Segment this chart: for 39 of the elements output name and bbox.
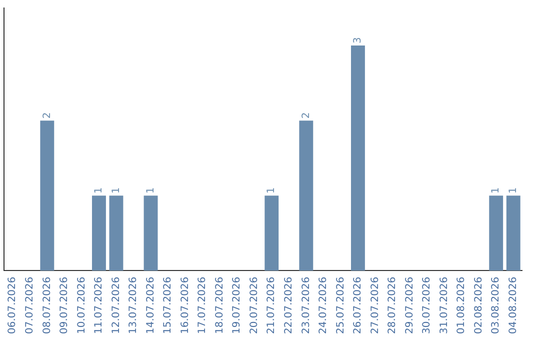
x-tick-label: 09.07.2026: [59, 276, 70, 334]
data-label: 1: [145, 187, 156, 194]
x-tick-label: 03.08.2026: [490, 276, 502, 334]
data-label: 2: [42, 112, 53, 119]
data-label: 1: [110, 187, 122, 194]
data-label: 1: [490, 187, 502, 194]
x-tick-label: 31.07.2026: [438, 276, 450, 334]
x-tick-label: 25.07.2026: [335, 276, 346, 334]
x-tick-label: 23.07.2026: [300, 276, 312, 334]
x-tick-label: 29.07.2026: [404, 276, 416, 334]
x-tick-label: 12.07.2026: [110, 276, 122, 334]
x-tick-label: 02.08.2026: [473, 276, 484, 334]
x-tick-label: 28.07.2026: [387, 276, 398, 334]
x-tick-label: 21.07.2026: [266, 276, 278, 334]
data-label: 1: [94, 187, 105, 194]
x-tick-label: 16.07.2026: [180, 276, 191, 334]
x-tick-label: 14.07.2026: [145, 276, 156, 334]
x-tick-label: 06.07.2026: [7, 276, 18, 334]
data-label: 1: [266, 187, 278, 194]
x-tick-label: 22.07.2026: [283, 276, 294, 334]
data-label: 3: [352, 37, 364, 44]
x-tick-label: 20.07.2026: [248, 276, 260, 334]
x-tick-label: 08.07.2026: [42, 276, 53, 334]
x-tick-label: 07.07.2026: [24, 276, 36, 334]
x-tick-label: 27.07.2026: [370, 276, 381, 334]
x-tick-label: 30.07.2026: [422, 276, 433, 334]
x-tick-label: 24.07.2026: [318, 276, 330, 334]
x-tick-label: 18.07.2026: [214, 276, 226, 334]
x-tick-label: 10.07.2026: [76, 276, 88, 334]
x-tick-label: 13.07.2026: [128, 276, 140, 334]
data-label: 1: [508, 187, 519, 194]
x-tick-label: 19.07.2026: [232, 276, 243, 334]
x-tick-label: 11.07.2026: [94, 276, 105, 334]
x-tick-label: 17.07.2026: [197, 276, 208, 334]
x-tick-label: 01.08.2026: [456, 276, 468, 334]
x-tick-label: 26.07.2026: [352, 276, 364, 334]
x-tick-label: 04.08.2026: [508, 276, 519, 334]
x-tick-label: 15.07.2026: [162, 276, 174, 334]
data-label: 2: [300, 112, 312, 119]
